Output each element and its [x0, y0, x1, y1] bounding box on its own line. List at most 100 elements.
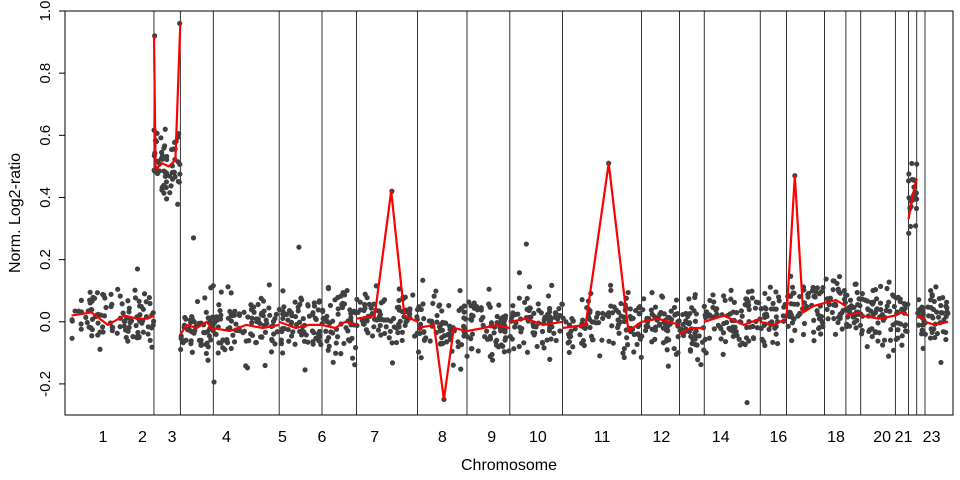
data-point	[310, 341, 316, 347]
data-point	[752, 305, 759, 311]
data-point	[671, 345, 677, 352]
data-point	[549, 282, 555, 288]
data-point	[621, 354, 627, 361]
data-point	[920, 345, 926, 351]
y-tick-label: -0.2	[37, 371, 54, 397]
data-point	[230, 332, 236, 338]
data-point	[672, 311, 679, 317]
data-point	[119, 301, 125, 307]
data-point	[916, 297, 922, 303]
data-point	[341, 340, 347, 347]
data-point	[159, 156, 165, 162]
data-point	[907, 223, 914, 230]
data-point	[901, 306, 907, 312]
data-point	[361, 321, 367, 327]
data-point	[447, 326, 453, 332]
data-point	[773, 306, 779, 312]
data-point	[830, 287, 836, 293]
data-point	[194, 298, 201, 305]
data-point	[382, 330, 388, 337]
data-point	[877, 300, 884, 306]
data-point	[615, 324, 621, 331]
data-point	[95, 320, 101, 326]
data-point	[676, 318, 682, 324]
data-point	[608, 287, 614, 294]
data-point	[393, 339, 400, 346]
data-point	[844, 292, 850, 298]
segment-line	[703, 314, 761, 326]
data-point	[745, 302, 751, 308]
data-point	[810, 284, 816, 291]
segment-line	[417, 323, 468, 401]
data-point	[311, 300, 317, 306]
data-point	[616, 309, 622, 315]
data-point	[773, 289, 779, 295]
data-point	[375, 327, 382, 333]
data-point	[218, 312, 224, 318]
data-point	[615, 317, 621, 323]
data-point	[431, 293, 437, 299]
data-point	[387, 328, 393, 334]
data-point	[159, 153, 165, 159]
data-point	[369, 333, 376, 339]
data-point	[734, 332, 740, 339]
data-point	[823, 276, 829, 282]
y-tick-label: 0.4	[37, 187, 54, 208]
data-point	[215, 350, 221, 356]
data-point	[878, 307, 884, 313]
data-point	[383, 324, 389, 330]
data-point	[773, 314, 779, 320]
data-point	[494, 313, 500, 320]
data-point	[486, 286, 492, 292]
data-point	[266, 305, 272, 311]
data-point	[290, 329, 296, 335]
data-point	[920, 306, 926, 312]
chromosome-label: 2	[138, 429, 147, 446]
data-point	[396, 304, 402, 310]
data-point	[526, 305, 533, 311]
data-point	[108, 291, 114, 297]
data-point	[876, 330, 882, 336]
data-point	[839, 326, 845, 332]
data-point	[458, 366, 464, 372]
data-point	[140, 329, 146, 335]
data-point	[932, 334, 938, 341]
data-point	[599, 337, 605, 343]
data-point	[811, 338, 817, 344]
data-point	[227, 325, 233, 331]
data-point	[687, 347, 693, 353]
data-point	[766, 326, 772, 332]
data-point	[652, 304, 659, 310]
chromosome-label: 1	[98, 429, 107, 446]
data-point	[150, 310, 156, 316]
segment-line	[641, 317, 680, 326]
data-point	[522, 299, 528, 306]
data-point	[702, 312, 708, 318]
data-point	[377, 312, 383, 318]
data-point	[273, 311, 279, 317]
data-point	[904, 328, 910, 334]
data-point	[475, 348, 481, 354]
data-point	[943, 336, 949, 343]
data-point	[593, 314, 600, 320]
data-point	[335, 306, 341, 312]
chromosome-label: 14	[712, 429, 730, 446]
data-point	[253, 340, 259, 346]
data-point	[87, 289, 93, 295]
data-point	[491, 330, 497, 336]
data-point	[115, 286, 121, 292]
data-point	[130, 334, 136, 340]
data-point	[657, 321, 663, 327]
data-point	[509, 313, 515, 320]
data-point	[407, 306, 413, 312]
data-point	[420, 301, 426, 307]
data-point	[260, 313, 266, 319]
data-point	[168, 183, 174, 189]
data-point	[156, 168, 162, 174]
data-point	[248, 302, 254, 308]
data-point	[758, 325, 764, 332]
data-point	[334, 334, 341, 340]
data-point	[818, 331, 824, 337]
data-point	[471, 300, 477, 306]
